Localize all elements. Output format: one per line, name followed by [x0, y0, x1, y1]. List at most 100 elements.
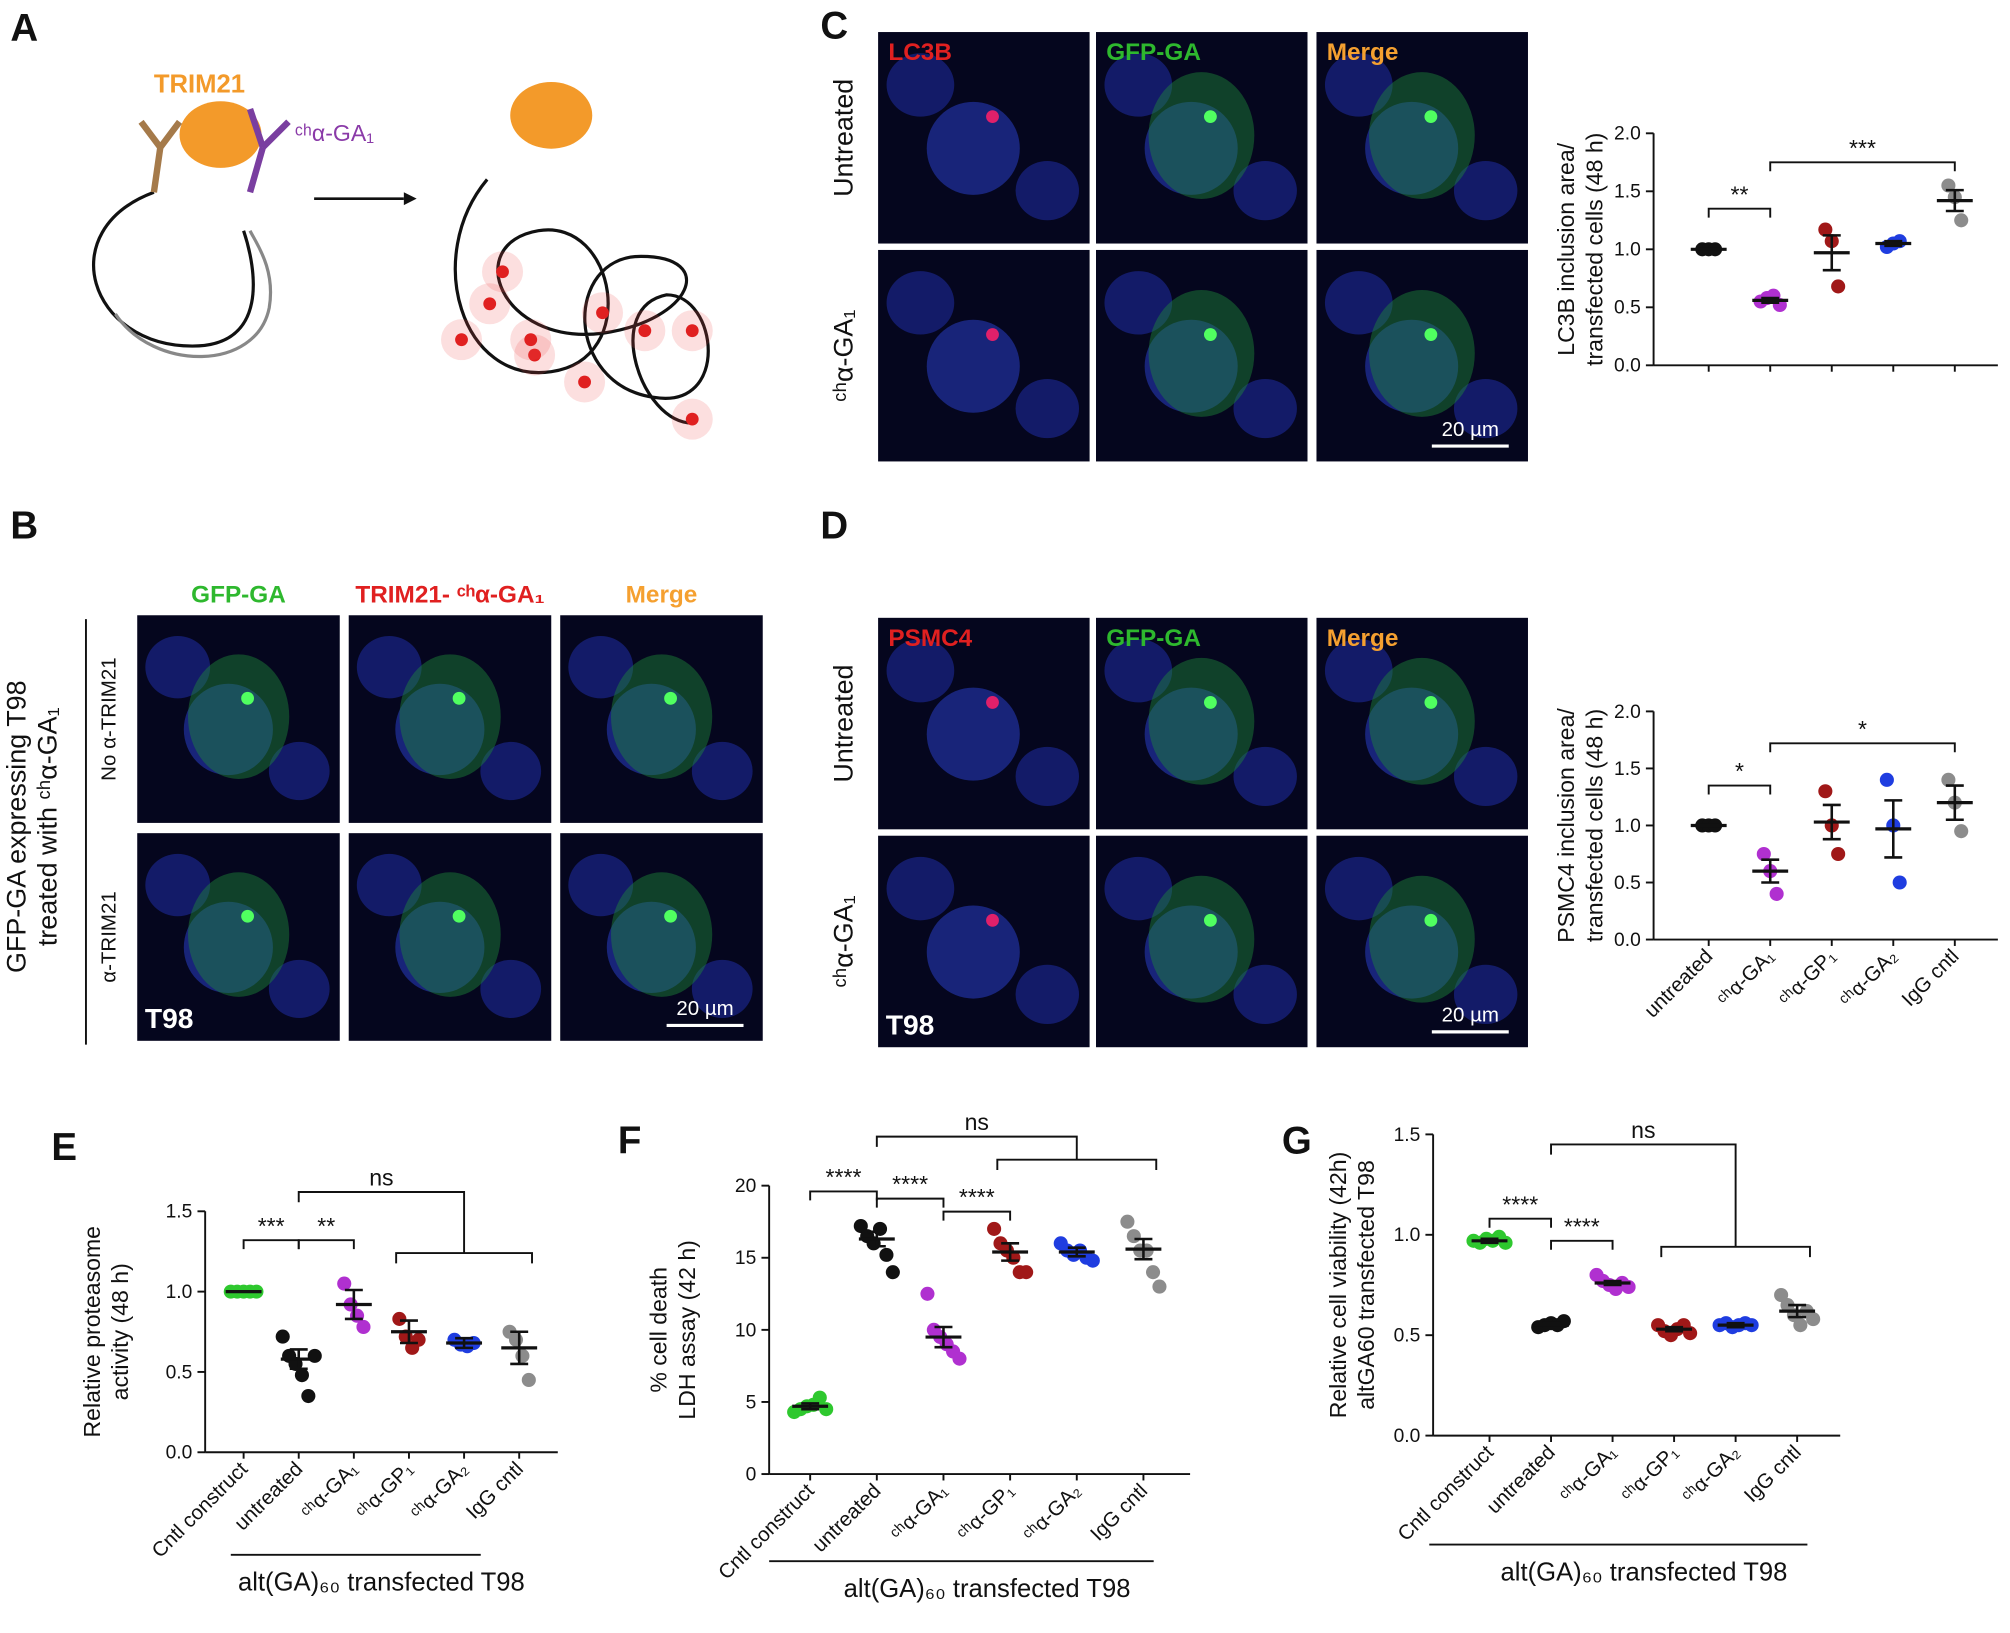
cytoplasm [187, 654, 290, 779]
data-point [879, 1247, 894, 1262]
y-axis-label: Relative cell viability (42h) [1325, 1152, 1351, 1419]
row-label: ᶜʰα-GA₁ [828, 310, 858, 402]
y-tick-label: 1.0 [1614, 240, 1641, 261]
scale-label: 20 µm [676, 997, 733, 1020]
data-point [294, 1368, 309, 1383]
cytoplasm [610, 654, 713, 779]
cytoplasm [1369, 657, 1475, 785]
side-label: GFP-GA expressing T98 [2, 680, 32, 973]
nucleus [480, 959, 542, 1018]
nucleus [1233, 161, 1297, 221]
ubiquitin [578, 375, 591, 389]
data-point [853, 1218, 868, 1234]
significance-label: * [1858, 716, 1867, 742]
channel-label: GFP-GA [1106, 625, 1201, 652]
panel-letter: C [820, 4, 848, 47]
x-tick-label: ᶜʰα-GP₁ [352, 1457, 418, 1523]
x-axis-label: alt(GA)₆₀ transfected T98 [1501, 1558, 1788, 1586]
significance-bracket [1488, 1217, 1553, 1228]
data-point [1152, 1279, 1167, 1294]
cytoplasm [1148, 290, 1255, 417]
data-point [872, 1221, 888, 1236]
y-tick-label: 0.0 [1394, 1426, 1421, 1447]
data-point [1019, 1265, 1034, 1280]
y-tick-label: 5 [746, 1392, 757, 1413]
nucleus [145, 853, 211, 917]
x-tick-label: ᶜʰα-GA₂ [1678, 1441, 1745, 1508]
data-point [1954, 213, 1969, 228]
x-tick-label: untreated [1640, 945, 1718, 1023]
ubiquitin [685, 324, 699, 338]
y-tick-label: 2.0 [1614, 124, 1641, 145]
significance-label: ns [1631, 1117, 1655, 1143]
x-tick-label: untreated [1482, 1441, 1560, 1519]
nucleus [1104, 856, 1173, 921]
data-point [819, 1402, 834, 1417]
y-tick-label: 10 [735, 1320, 756, 1341]
x-tick-label: ᶜʰα-GP₁ [1774, 945, 1840, 1011]
protein-label: TRIM21 [154, 70, 245, 98]
nucleus [1324, 271, 1393, 335]
ubiquitin [596, 306, 609, 320]
panel-letter: B [10, 504, 38, 547]
data-point [411, 1332, 426, 1347]
nucleus [1104, 271, 1173, 335]
inclusion [986, 110, 999, 124]
nucleus [145, 636, 211, 699]
chain [453, 178, 710, 425]
inclusion [664, 909, 677, 923]
x-tick-label: ᶜʰα-GA₁ [886, 1479, 952, 1545]
y-tick-label: 1.5 [166, 1202, 193, 1223]
cell-line: T98 [145, 1002, 194, 1034]
data-point [1756, 846, 1771, 862]
row-label: Untreated [828, 79, 858, 197]
y-tick-label: 0.5 [1394, 1326, 1421, 1347]
nucleus [1233, 746, 1297, 807]
significance-bracket [809, 1190, 878, 1201]
y-axis-label: altGA60 transfected T98 [1353, 1160, 1379, 1410]
loop [92, 190, 255, 348]
y-tick-label: 1.0 [166, 1282, 193, 1303]
nucleus [480, 741, 542, 801]
y-tick-label: 0 [746, 1464, 757, 1485]
inclusion [986, 328, 999, 341]
antibody-brown [138, 119, 183, 193]
significance-label: * [1735, 758, 1744, 784]
data-point [521, 1372, 536, 1388]
nucleus [886, 856, 955, 921]
inclusion [452, 691, 466, 705]
nucleus [1144, 905, 1238, 999]
y-axis-label: Relative proteasome [79, 1226, 105, 1438]
significance-label: *** [1849, 135, 1876, 161]
data-point [1498, 1235, 1513, 1250]
nucleus [1015, 746, 1080, 807]
channel-label: Merge [1327, 625, 1399, 652]
data-point [275, 1329, 290, 1344]
nucleus [1453, 378, 1518, 439]
y-axis-label: PSMC4 inclusion area/ [1553, 708, 1579, 943]
inclusion [986, 696, 999, 709]
nucleus [1365, 319, 1459, 413]
significance-label: **** [1502, 1191, 1538, 1217]
channel-label: Merge [1327, 39, 1399, 66]
data-point [1085, 1253, 1100, 1268]
significance-bracket [297, 1239, 355, 1250]
significance-bracket [1769, 742, 1956, 753]
significance-label: **** [892, 1171, 928, 1197]
cytoplasm [1369, 290, 1475, 417]
ubiquitin [524, 333, 538, 347]
x-tick-label: untreated [808, 1479, 886, 1557]
data-point [515, 1348, 530, 1363]
x-axis-label: alt(GA)₆₀ transfected T98 [238, 1569, 525, 1597]
inclusion [1424, 913, 1438, 927]
inclusion [986, 913, 999, 927]
nucleus [606, 901, 696, 994]
y-axis-label: % cell death [646, 1267, 672, 1393]
inclusion [1424, 328, 1438, 341]
nucleus [1324, 638, 1393, 703]
inclusion [1203, 328, 1217, 341]
trim21 [179, 101, 262, 168]
inclusion [1203, 110, 1217, 124]
data-point [987, 1221, 1002, 1236]
inclusion [241, 909, 254, 923]
